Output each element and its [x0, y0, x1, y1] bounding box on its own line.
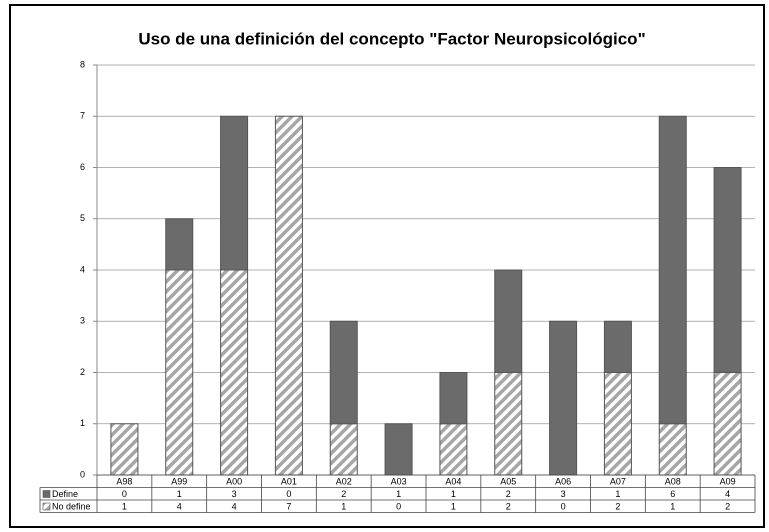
bar-segment	[439, 423, 468, 476]
legend-key	[42, 490, 51, 498]
bar-segment	[549, 320, 578, 476]
table-value: 1	[177, 489, 182, 499]
table-value: 2	[725, 502, 730, 512]
bar-segment	[658, 423, 687, 476]
x-tick-label: A07	[610, 477, 626, 487]
bar-segment	[274, 115, 303, 476]
legend-key	[42, 502, 51, 511]
legend-label: Define	[52, 489, 78, 499]
bar-segment	[658, 115, 687, 425]
bar-segment	[165, 218, 194, 271]
x-tick-label: A08	[665, 477, 681, 487]
table-value: 1	[451, 502, 456, 512]
table-value: 2	[506, 502, 511, 512]
bar-segment	[603, 320, 632, 373]
table-value: 1	[670, 502, 675, 512]
bar-segment	[494, 372, 523, 476]
bar-segment	[110, 423, 139, 476]
x-tick-label: A06	[555, 477, 571, 487]
bar-segment	[329, 320, 358, 425]
x-tick-label: A99	[171, 477, 187, 487]
y-tick-label: 8	[80, 59, 85, 69]
bar-segment	[603, 372, 632, 476]
table-value: 0	[286, 489, 291, 499]
x-tick-label: A04	[445, 477, 461, 487]
table-value: 0	[561, 502, 566, 512]
y-tick-label: 6	[80, 162, 85, 172]
x-tick-label: A05	[500, 477, 516, 487]
y-tick-label: 5	[80, 213, 85, 223]
table-value: 3	[561, 489, 566, 499]
y-tick-label: 4	[80, 264, 85, 274]
x-tick-label: A02	[336, 477, 352, 487]
table-value: 3	[232, 489, 237, 499]
x-tick-label: A98	[116, 477, 132, 487]
table-value: 4	[232, 502, 237, 512]
bar-segment	[329, 423, 358, 476]
table-value: 2	[506, 489, 511, 499]
legend-label: No define	[52, 502, 91, 512]
table-value: 4	[725, 489, 730, 499]
table-value: 0	[396, 502, 401, 512]
table-value: 1	[341, 502, 346, 512]
bar-segment	[220, 269, 249, 476]
y-tick-label: 2	[80, 367, 85, 377]
table-value: 1	[615, 489, 620, 499]
table-value: 0	[122, 489, 127, 499]
table-value: 1	[396, 489, 401, 499]
table-value: 6	[670, 489, 675, 499]
x-tick-label: A01	[281, 477, 297, 487]
x-tick-label: A00	[226, 477, 242, 487]
y-tick-label: 1	[80, 418, 85, 428]
table-value: 7	[286, 502, 291, 512]
bar-segment	[165, 269, 194, 476]
table-value: 4	[177, 502, 182, 512]
bar-segment	[384, 423, 413, 476]
bar-segment	[713, 167, 742, 373]
table-value: 1	[451, 489, 456, 499]
bar-segment	[713, 372, 742, 476]
table-value: 1	[122, 502, 127, 512]
table-value: 2	[615, 502, 620, 512]
x-tick-label: A09	[720, 477, 736, 487]
bar-segment	[439, 372, 468, 425]
bar-segment	[494, 269, 523, 373]
x-tick-label: A03	[391, 477, 407, 487]
chart-title: Uso de una definición del concepto "Fact…	[138, 29, 645, 48]
bar-segment	[220, 115, 249, 271]
y-tick-label: 7	[80, 111, 85, 121]
y-tick-label: 3	[80, 316, 85, 326]
y-tick-label: 0	[80, 469, 85, 479]
table-value: 2	[341, 489, 346, 499]
